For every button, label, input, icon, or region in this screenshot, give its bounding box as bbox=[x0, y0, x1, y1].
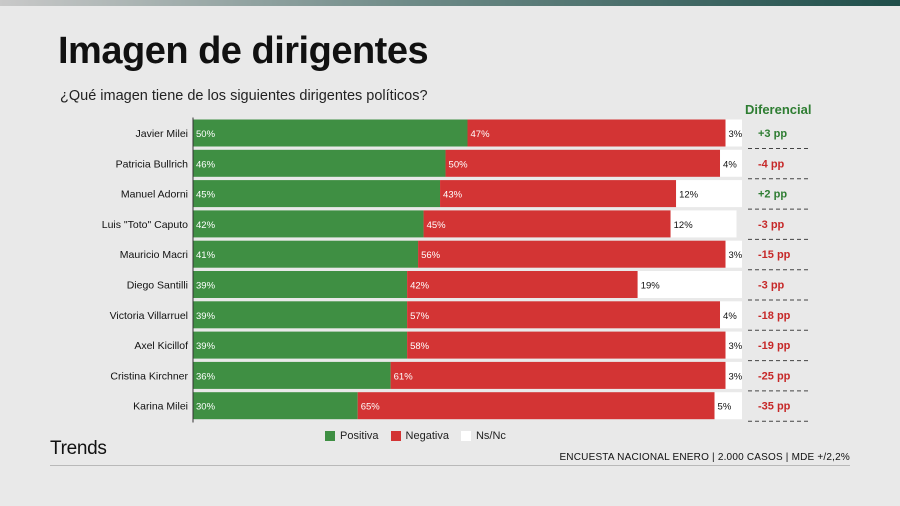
category-label: Diego Santilli bbox=[127, 280, 188, 292]
bar-segment-nsnc bbox=[637, 271, 742, 298]
diferencial-value: +3 pp bbox=[758, 128, 787, 140]
bar-segment-positiva bbox=[193, 180, 441, 208]
category-label: Axel Kicillof bbox=[134, 340, 188, 352]
data-label-positiva: 41% bbox=[196, 250, 216, 261]
diferencial-header: Diferencial bbox=[745, 102, 812, 117]
brand-logo: Trends bbox=[50, 438, 107, 459]
bar-segment-negativa bbox=[440, 180, 677, 208]
data-label-positiva: 36% bbox=[196, 371, 216, 382]
chart-legend: Positiva Negativa Ns/Nc bbox=[325, 430, 506, 442]
bar-segment-nsnc bbox=[725, 361, 742, 389]
data-label-negativa: 43% bbox=[443, 190, 463, 201]
bar-segment-positiva bbox=[193, 149, 446, 177]
bar-segment-negativa bbox=[445, 149, 721, 177]
footer-divider bbox=[50, 465, 850, 466]
data-label-nsnc: 3% bbox=[729, 250, 743, 261]
legend-item-negativa: Negativa bbox=[390, 430, 449, 442]
diferencial-value: -3 pp bbox=[758, 219, 785, 231]
bar-segment-negativa bbox=[407, 331, 726, 359]
page-title: Imagen de dirigentes bbox=[58, 30, 429, 72]
bar-segment-negativa bbox=[357, 392, 715, 420]
data-label-negativa: 50% bbox=[449, 159, 469, 170]
data-label-negativa: 42% bbox=[410, 281, 430, 292]
data-label-negativa: 58% bbox=[410, 341, 430, 352]
diferencial-value: -25 pp bbox=[758, 370, 791, 382]
data-label-nsnc: 3% bbox=[729, 129, 743, 140]
legend-label-nsnc: Ns/Nc bbox=[475, 430, 506, 442]
data-label-positiva: 50% bbox=[196, 129, 216, 140]
bar-segment-nsnc bbox=[720, 301, 742, 329]
data-label-positiva: 30% bbox=[196, 402, 216, 413]
data-label-positiva: 39% bbox=[196, 281, 216, 292]
category-label: Mauricio Macri bbox=[120, 249, 188, 261]
data-label-positiva: 39% bbox=[196, 341, 216, 352]
diferencial-value: -19 pp bbox=[758, 340, 791, 352]
legend-label-positiva: Positiva bbox=[340, 430, 379, 442]
bar-segment-positiva bbox=[193, 119, 468, 147]
data-label-nsnc: 3% bbox=[729, 371, 743, 382]
bar-segment-nsnc bbox=[670, 210, 737, 238]
bar-segment-nsnc bbox=[725, 240, 742, 268]
bar-segment-negativa bbox=[390, 361, 726, 389]
bar-segment-positiva bbox=[193, 361, 391, 389]
data-label-negativa: 57% bbox=[410, 311, 430, 322]
data-label-positiva: 45% bbox=[196, 190, 216, 201]
legend-item-nsnc: Ns/Nc bbox=[460, 430, 506, 442]
category-label: Victoria Villarruel bbox=[110, 310, 188, 322]
bar-segment-positiva bbox=[193, 210, 424, 238]
diferencial-value: -3 pp bbox=[758, 280, 785, 292]
diferencial-value: -18 pp bbox=[758, 310, 791, 322]
data-label-positiva: 42% bbox=[196, 220, 216, 231]
data-label-nsnc: 19% bbox=[641, 281, 661, 292]
data-label-negativa: 65% bbox=[361, 402, 381, 413]
data-label-positiva: 39% bbox=[196, 311, 216, 322]
bar-segment-nsnc bbox=[725, 119, 742, 147]
category-label: Manuel Adorni bbox=[121, 189, 188, 201]
diferencial-value: -15 pp bbox=[758, 249, 791, 261]
bar-segment-positiva bbox=[193, 240, 419, 268]
bar-segment-positiva bbox=[193, 392, 358, 420]
data-label-negativa: 45% bbox=[427, 220, 447, 231]
data-label-nsnc: 3% bbox=[729, 341, 743, 352]
diferencial-value: -4 pp bbox=[758, 158, 785, 170]
data-label-negativa: 56% bbox=[421, 250, 441, 261]
category-label: Cristina Kirchner bbox=[110, 370, 188, 382]
chart-subtitle: ¿Qué imagen tiene de los siguientes diri… bbox=[60, 88, 428, 104]
top-accent-stripe bbox=[0, 0, 900, 6]
bar-segment-nsnc bbox=[714, 392, 742, 420]
data-label-nsnc: 12% bbox=[679, 190, 699, 201]
bar-segment-nsnc bbox=[725, 331, 742, 359]
category-label: Karina Milei bbox=[133, 401, 188, 413]
data-label-negativa: 47% bbox=[471, 129, 491, 140]
legend-swatch-negativa bbox=[390, 431, 401, 441]
data-label-positiva: 46% bbox=[196, 159, 216, 170]
category-label: Patricia Bullrich bbox=[116, 158, 189, 170]
bar-segment-negativa bbox=[418, 240, 726, 268]
bar-segment-negativa bbox=[407, 271, 638, 298]
bar-segment-negativa bbox=[423, 210, 671, 238]
category-label: Luis "Toto" Caputo bbox=[102, 219, 188, 231]
legend-swatch-nsnc bbox=[460, 431, 471, 441]
category-label: Javier Milei bbox=[135, 128, 188, 140]
data-label-nsnc: 4% bbox=[723, 159, 737, 170]
diferencial-value: -35 pp bbox=[758, 401, 791, 413]
bar-segment-positiva bbox=[193, 271, 408, 298]
diferencial-value: +2 pp bbox=[758, 189, 787, 201]
data-label-nsnc: 12% bbox=[674, 220, 694, 231]
bar-segment-negativa bbox=[407, 301, 721, 329]
data-label-nsnc: 5% bbox=[718, 402, 732, 413]
legend-swatch-positiva bbox=[325, 431, 335, 441]
bar-segment-positiva bbox=[193, 301, 408, 329]
bar-segment-nsnc bbox=[676, 180, 742, 208]
legend-item-positiva: Positiva bbox=[325, 430, 379, 442]
data-label-nsnc: 4% bbox=[723, 311, 737, 322]
bar-segment-negativa bbox=[467, 119, 726, 147]
legend-label-negativa: Negativa bbox=[405, 430, 449, 442]
survey-footnote: ENCUESTA NACIONAL ENERO | 2.000 CASOS | … bbox=[559, 452, 850, 463]
data-label-negativa: 61% bbox=[394, 371, 414, 382]
bar-segment-positiva bbox=[193, 331, 408, 359]
bar-segment-nsnc bbox=[720, 149, 742, 177]
